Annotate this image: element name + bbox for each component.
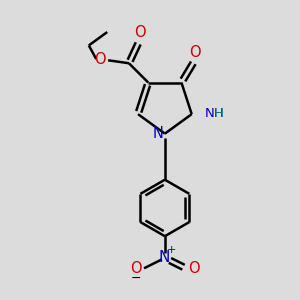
Text: O: O bbox=[190, 45, 201, 60]
Text: O: O bbox=[130, 261, 142, 276]
Text: O: O bbox=[188, 261, 200, 276]
Text: −: − bbox=[131, 272, 141, 285]
Text: NH: NH bbox=[205, 107, 225, 120]
Text: O: O bbox=[94, 52, 106, 67]
Text: N: N bbox=[153, 126, 164, 141]
Text: H: H bbox=[214, 107, 224, 120]
Text: O: O bbox=[134, 26, 146, 40]
Text: N: N bbox=[159, 250, 170, 265]
Text: +: + bbox=[167, 245, 176, 256]
